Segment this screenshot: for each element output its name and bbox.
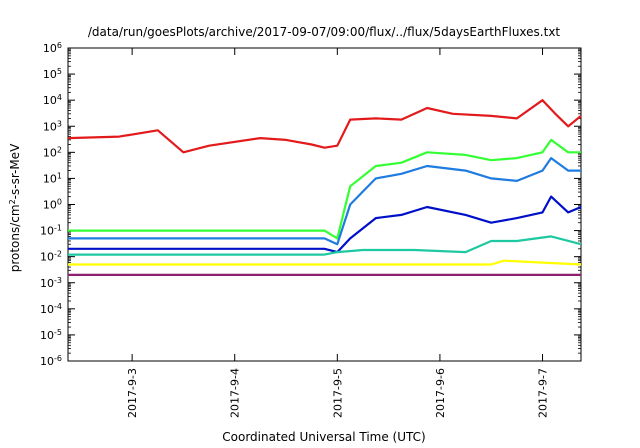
y-tick-label: 101 — [43, 171, 62, 186]
y-tick-base: 10 — [43, 146, 57, 159]
y-tick-base: 10 — [40, 355, 54, 368]
y-tick-label: 102 — [43, 145, 62, 160]
chart-title: /data/run/goesPlots/archive/2017-09-07/0… — [88, 25, 561, 39]
y-tick-base: 10 — [40, 303, 54, 316]
x-axis-ticks: 2017-9-3 2017-9-4 2017-9-5 2017-9-6 2017-9-7 — [126, 48, 550, 418]
y-tick-label: 10-3 — [40, 275, 62, 290]
y-tick-label: 10-5 — [40, 327, 62, 342]
y-tick-exp: 2 — [57, 145, 62, 154]
y-tick-exp: 1 — [57, 171, 62, 180]
y-tick-exp: -5 — [54, 327, 62, 336]
y-tick-label: 10-6 — [40, 354, 62, 369]
series-line-4 — [68, 195, 582, 254]
y-tick-base: 10 — [40, 251, 54, 264]
y-axis-label-base: protons/cm — [8, 204, 22, 272]
y-tick-base: 10 — [40, 277, 54, 290]
x-tick-label: 2017-9-6 — [434, 368, 447, 418]
y-tick-base: 10 — [43, 120, 57, 133]
x-axis-label: Coordinated Universal Time (UTC) — [222, 430, 425, 444]
y-axis-ticks: 10-610-510-410-310-210-11001011021031041… — [40, 41, 581, 369]
y-tick-exp: 3 — [57, 119, 62, 128]
y-tick-base: 10 — [43, 94, 57, 107]
y-tick-base: 10 — [43, 42, 57, 55]
y-tick-label: 10-2 — [40, 249, 62, 264]
y-tick-label: 10-4 — [40, 301, 62, 316]
y-tick-base: 10 — [43, 172, 57, 185]
y-tick-exp: -1 — [54, 223, 62, 232]
y-axis-label-rest: -s-sr-MeV — [8, 143, 22, 199]
series-line-2 — [68, 138, 581, 240]
plot-frame — [67, 47, 582, 362]
y-tick-exp: 5 — [57, 67, 62, 76]
y-tick-exp: 0 — [57, 197, 62, 206]
y-tick-exp: -4 — [54, 301, 62, 310]
x-tick-label: 2017-9-5 — [331, 368, 344, 418]
y-tick-base: 10 — [43, 68, 57, 81]
y-tick-exp: -6 — [54, 354, 62, 363]
y-tick-label: 104 — [43, 93, 62, 108]
y-tick-exp: -2 — [54, 249, 62, 258]
series-layer — [67, 99, 582, 276]
x-tick-label: 2017-9-4 — [229, 368, 242, 418]
y-axis-label-sup: 2 — [8, 199, 17, 204]
y-tick-label: 103 — [43, 119, 62, 134]
series-line-5 — [68, 235, 582, 256]
x-tick-label: 2017-9-3 — [126, 368, 139, 418]
y-tick-exp: 4 — [57, 93, 62, 102]
y-tick-base: 10 — [43, 199, 57, 212]
y-tick-label: 105 — [43, 67, 62, 82]
series-line-3 — [68, 157, 581, 246]
y-tick-label: 106 — [43, 41, 62, 56]
x-tick-label: 2017-9-7 — [537, 368, 550, 418]
y-tick-label: 10-1 — [40, 223, 62, 238]
series-line-1 — [67, 99, 582, 154]
y-axis-label: protons/cm2-s-sr-MeV — [8, 143, 23, 272]
y-tick-exp: 6 — [57, 41, 62, 50]
series-line-6 — [68, 259, 582, 266]
y-tick-base: 10 — [40, 329, 54, 342]
y-tick-exp: -3 — [54, 275, 62, 284]
y-tick-base: 10 — [40, 225, 54, 238]
y-tick-label: 100 — [43, 197, 62, 212]
